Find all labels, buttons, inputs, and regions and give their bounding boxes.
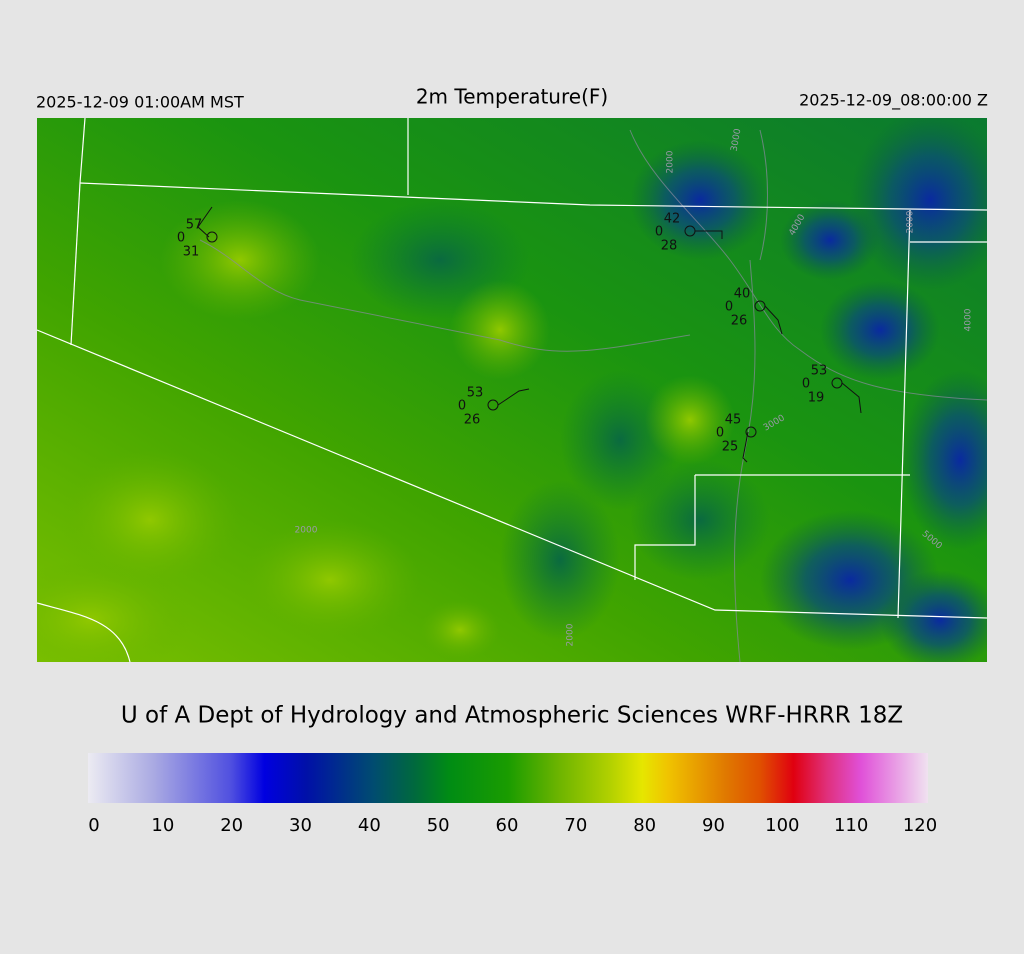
- station-dewpoint: 26: [731, 314, 748, 329]
- contour-label: 2000: [906, 210, 916, 233]
- colorbar-tick-label: 70: [564, 815, 587, 836]
- colorbar-tick-label: 80: [633, 815, 656, 836]
- map-title: 2m Temperature(F): [416, 85, 608, 109]
- station-marker: [206, 231, 218, 243]
- station-dewpoint: 28: [661, 239, 678, 254]
- station-marker: [745, 426, 757, 438]
- contour-label: 2000: [566, 623, 576, 646]
- station-temperature: 57: [186, 218, 203, 233]
- contour-label: 4000: [964, 308, 974, 331]
- colorbar-tick-label: 10: [151, 815, 174, 836]
- colorbar-tick-label: 40: [358, 815, 381, 836]
- colorbar: [88, 753, 928, 803]
- station-cloud-code: 0: [458, 399, 466, 414]
- colorbar-tick-label: 60: [496, 815, 519, 836]
- colorbar-ticks: 0 10 20 30 40 50 60 70 80 90 100 110 120: [88, 815, 937, 836]
- station-temperature: 42: [664, 212, 681, 227]
- station-dewpoint: 19: [808, 391, 825, 406]
- contour-label: 2000: [666, 150, 676, 173]
- station-cloud-code: 0: [177, 231, 185, 246]
- wind-barb: [197, 206, 213, 238]
- station-temperature: 40: [734, 287, 751, 302]
- colorbar-tick-label: 110: [834, 815, 868, 836]
- station-dewpoint: 31: [183, 245, 200, 260]
- wind-barb: [841, 382, 862, 414]
- wind-barb: [497, 388, 530, 406]
- borders: [37, 118, 987, 662]
- colorbar-tick-label: 100: [765, 815, 799, 836]
- station-cloud-code: 0: [802, 377, 810, 392]
- colorbar-tick-label: 120: [903, 815, 937, 836]
- station-dewpoint: 26: [464, 413, 481, 428]
- colorbar-tick-label: 20: [220, 815, 243, 836]
- colorbar-tick-label: 0: [88, 815, 99, 836]
- station-temperature: 53: [811, 364, 828, 379]
- station-temperature: 53: [467, 386, 484, 401]
- wind-barb: [695, 230, 723, 239]
- station-temperature: 45: [725, 413, 742, 428]
- contour-label: 2000: [295, 526, 318, 536]
- colorbar-tick-label: 50: [427, 815, 450, 836]
- valid-time-local: 2025-12-09 01:00AM MST: [36, 93, 244, 112]
- station-cloud-code: 0: [716, 426, 724, 441]
- station-cloud-code: 0: [655, 225, 663, 240]
- colorbar-tick-label: 90: [702, 815, 725, 836]
- wind-barb: [764, 305, 783, 335]
- wind-barb: [742, 431, 749, 463]
- colorbar-tick-label: 30: [289, 815, 312, 836]
- contour-label: 3000: [730, 128, 744, 153]
- station-dewpoint: 25: [722, 440, 739, 455]
- valid-time-utc: 2025-12-09_08:00:00 Z: [799, 91, 988, 111]
- station-cloud-code: 0: [725, 300, 733, 315]
- footer-credit: U of A Dept of Hydrology and Atmospheric…: [121, 703, 903, 729]
